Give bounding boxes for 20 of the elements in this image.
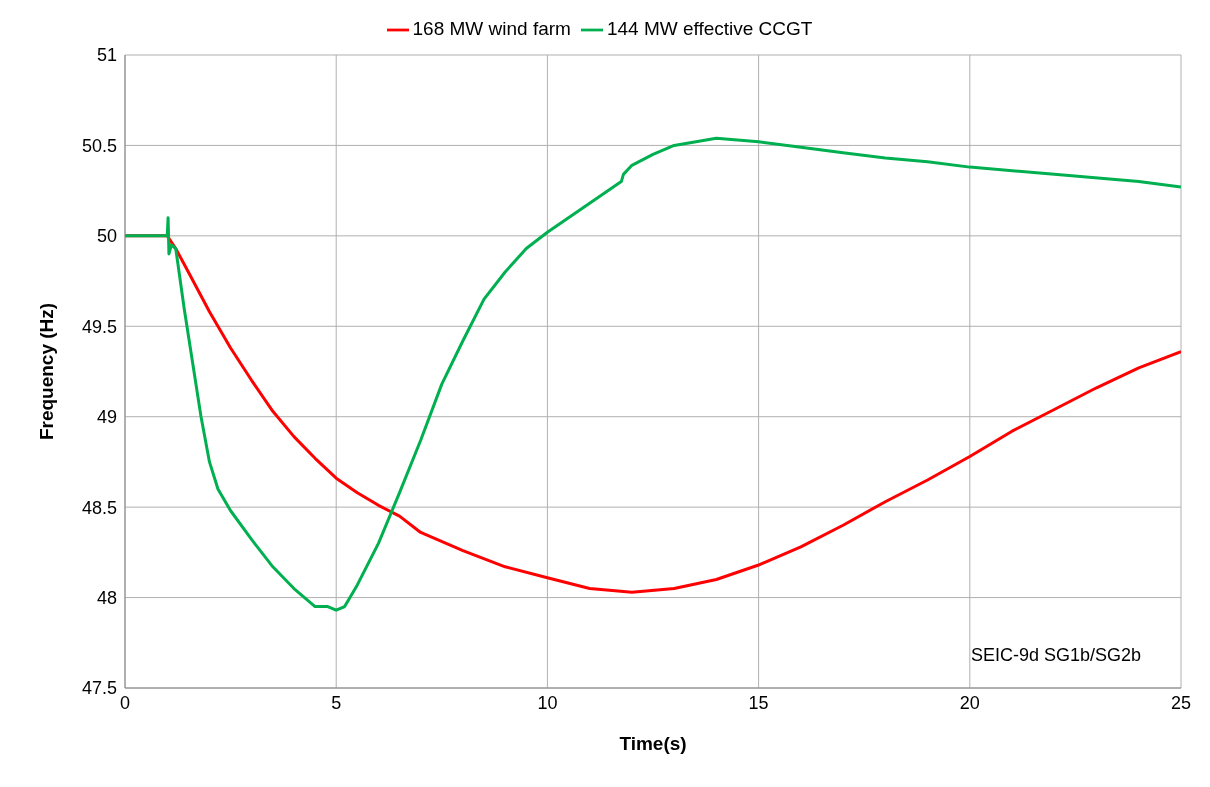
y-tick-label: 50	[96, 226, 117, 247]
y-tick-label: 50.5	[81, 135, 117, 156]
y-tick-label: 49.5	[81, 316, 117, 337]
y-tick-label: 48	[96, 587, 117, 608]
legend-label: 168 MW wind farm	[412, 18, 571, 39]
line-series	[125, 136, 1181, 612]
annotation: SEIC-9d SG1b/SG2b	[970, 645, 1141, 666]
legend-label: 144 MW effective CCGT	[606, 18, 813, 39]
x-tick-label: 10	[537, 692, 558, 713]
x-tick-label: 25	[1170, 692, 1192, 713]
x-axis-title: Time(s)	[619, 733, 687, 754]
x-tick-label: 0	[119, 692, 131, 713]
y-tick-label: 51	[96, 45, 117, 66]
y-tick-label: 47.5	[81, 678, 117, 699]
x-tick-label: 20	[959, 692, 980, 713]
y-tick-label: 49	[96, 407, 117, 428]
x-tick-label: 5	[331, 692, 342, 713]
x-tick-label: 15	[748, 692, 769, 713]
y-axis-title: Frequency (Hz)	[35, 302, 57, 441]
y-tick-label: 48.5	[81, 497, 117, 518]
